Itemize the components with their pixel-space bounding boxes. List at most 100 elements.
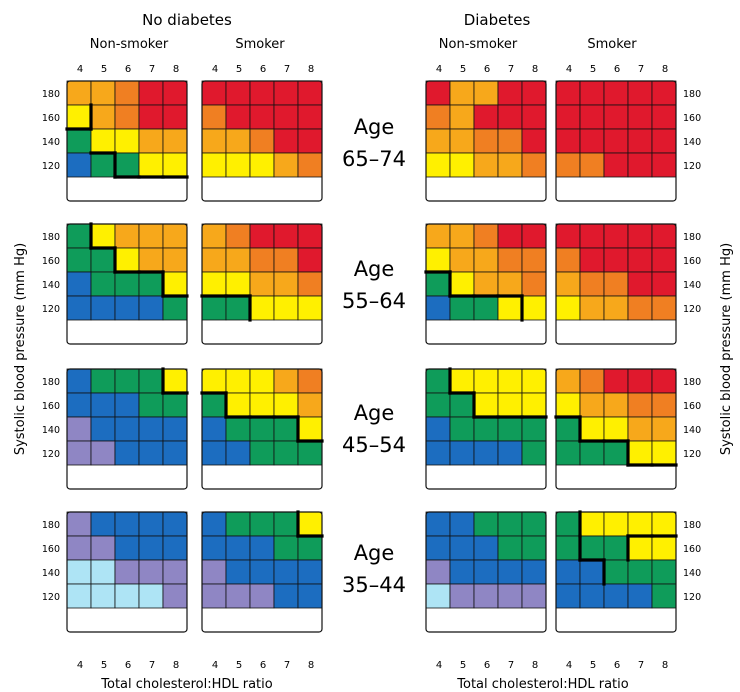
heatmap-cell [249,583,275,609]
heatmap-cell [497,440,523,466]
heatmap-cell [201,535,227,561]
subgroup-title-no-diabetes-non-smoker: Non-smoker [90,37,169,52]
heatmap-cell [521,392,547,418]
heatmap-cell [114,535,140,561]
heatmap-cell [651,152,677,178]
heatmap-cell [114,392,140,418]
heatmap-cell [90,152,116,178]
heatmap-cell [603,392,629,418]
heatmap-cell [297,80,323,106]
heatmap-cell [627,104,653,130]
panel-frame [201,80,323,202]
heatmap-cell [162,416,188,442]
heatmap-cell [425,368,451,394]
heatmap-cell [114,152,140,178]
heatmap-cell [114,416,140,442]
heatmap-cell [473,535,499,561]
heatmap-cell [201,440,227,466]
heatmap-cell [90,535,116,561]
heatmap-cell [201,559,227,585]
x-axis-title-left: Total cholesterol:HDL ratio [100,677,272,692]
heatmap-cell [249,416,275,442]
y-tick-label: 160 [683,256,701,267]
heatmap-cell [138,535,164,561]
heatmap-cell [249,247,275,273]
heatmap-cell [297,152,323,178]
heatmap-cell [521,223,547,249]
heatmap-cell [273,80,299,106]
heatmap-cell [90,104,116,130]
heatmap-cell [473,295,499,321]
heatmap-cell [651,295,677,321]
x-tick-label: 4 [436,660,442,671]
heatmap-cell [201,152,227,178]
heatmap-cell [66,535,92,561]
heatmap-cell [497,368,523,394]
heatmap-cell [66,104,92,130]
panel-frame [201,223,323,345]
heatmap-cell [162,80,188,106]
heatmap-cell [627,535,653,561]
x-tick-label: 4 [77,660,83,671]
heatmap-cell [449,271,475,297]
heatmap-cell [555,583,581,609]
heatmap-cell [114,80,140,106]
heatmap-cell [425,104,451,130]
heatmap-cell [603,247,629,273]
heatmap-cell [249,559,275,585]
heatmap-cell [497,392,523,418]
heatmap-cell [225,223,251,249]
heatmap-cell [521,128,547,154]
heatmap-cell [579,559,605,585]
heatmap-cell [273,104,299,130]
heatmap-cell [603,368,629,394]
panel-frame [66,223,188,345]
heatmap-cell [138,247,164,273]
heatmap-cell [114,559,140,585]
heatmap-cell [297,559,323,585]
panel-frame [555,368,677,490]
heatmap-cell [90,295,116,321]
heatmap-cell [449,368,475,394]
heatmap-cell [579,368,605,394]
heatmap-cell [651,223,677,249]
heatmap-cell [249,152,275,178]
heatmap-cell [521,416,547,442]
heatmap-cell [297,416,323,442]
age-label-word: Age [354,401,395,425]
heatmap-cell [555,368,581,394]
heatmap-cell [425,247,451,273]
x-tick-label: 6 [125,660,131,671]
heatmap-cell [273,295,299,321]
heatmap-cell [273,511,299,537]
heatmap-cell [473,271,499,297]
heatmap-cell [449,80,475,106]
heatmap-cell [273,128,299,154]
heatmap-cell [201,511,227,537]
heatmap-cell [579,271,605,297]
heatmap-cell [225,392,251,418]
y-tick-label: 160 [683,113,701,124]
heatmap-cell [473,128,499,154]
heatmap-cell [201,80,227,106]
y-tick-label: 160 [42,256,60,267]
heatmap-cell [449,440,475,466]
y-tick-label: 160 [683,401,701,412]
x-tick-label: 8 [532,64,538,75]
heatmap-cell [473,247,499,273]
y-tick-label: 140 [683,568,701,579]
heatmap-cell [249,511,275,537]
y-tick-label: 180 [683,520,701,531]
heatmap-cell [473,223,499,249]
heatmap-cell [249,128,275,154]
heatmap-cell [521,583,547,609]
heatmap-cell [425,128,451,154]
heatmap-cell [249,535,275,561]
heatmap-cell [555,511,581,537]
heatmap-cell [138,295,164,321]
heatmap-cell [297,247,323,273]
heatmap-cell [521,104,547,130]
y-tick-label: 180 [683,89,701,100]
heatmap-cell [162,104,188,130]
